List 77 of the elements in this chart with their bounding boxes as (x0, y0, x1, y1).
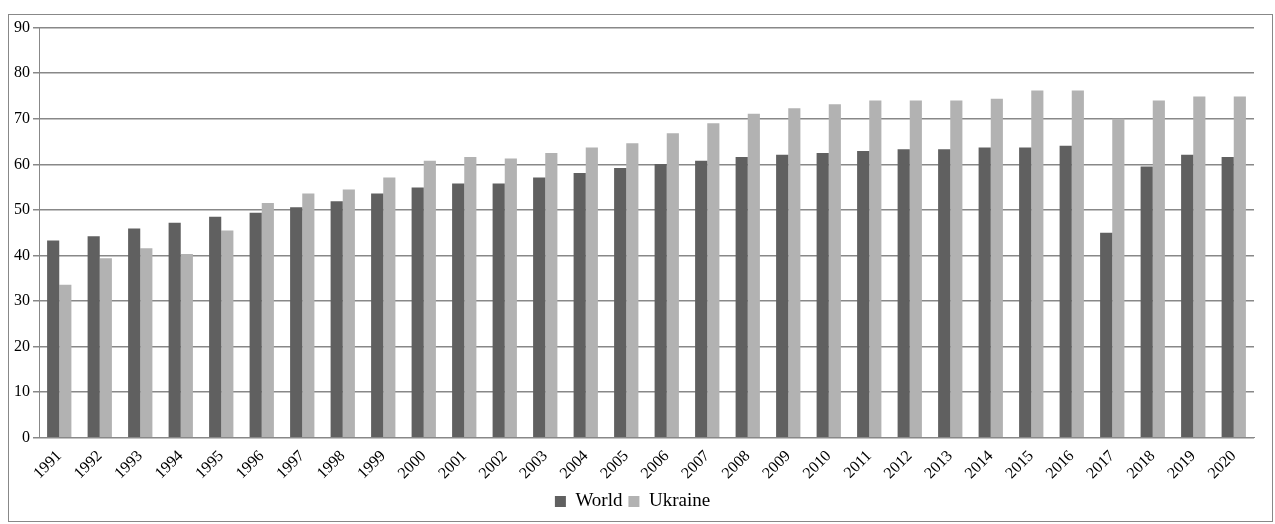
bar (816, 152, 829, 438)
bar (626, 143, 639, 438)
bar (828, 104, 841, 438)
y-tick-label: 30 (14, 291, 30, 309)
x-tick-label: 1992 (70, 446, 105, 482)
bar (869, 100, 882, 438)
y-tick-label: 10 (14, 382, 30, 400)
x-tick-label: 1991 (29, 446, 65, 482)
bar (87, 236, 100, 438)
bar (464, 157, 477, 438)
bar (909, 100, 922, 438)
bar (654, 163, 667, 438)
y-tick-label: 60 (14, 154, 30, 172)
bar (330, 201, 343, 438)
bar (545, 152, 558, 438)
bar (695, 160, 708, 438)
bar (1152, 100, 1165, 438)
y-tick-label: 90 (14, 17, 30, 35)
bar (128, 228, 141, 438)
y-tick-label: 80 (14, 63, 30, 81)
bar (1193, 96, 1206, 438)
bar (735, 157, 748, 438)
bar (1071, 90, 1084, 438)
bar (140, 248, 153, 438)
bar (857, 151, 870, 438)
bar (1233, 96, 1246, 438)
bar (221, 230, 234, 438)
bar (302, 193, 315, 438)
bar (423, 160, 436, 438)
bar (290, 207, 303, 438)
bar (897, 149, 910, 438)
y-tick-label: 20 (14, 336, 30, 354)
bar (1221, 157, 1234, 438)
bar (1019, 147, 1032, 438)
legend-label: Ukraine (648, 489, 711, 511)
bar (452, 183, 465, 438)
bar (666, 133, 679, 438)
y-tick-label: 0 (22, 428, 30, 445)
bar (492, 183, 505, 438)
x-tick-label: 2011 (840, 446, 875, 481)
bar (614, 167, 627, 438)
bar (990, 98, 1003, 438)
bar (342, 189, 355, 438)
bar (978, 147, 991, 438)
bar (1031, 90, 1044, 438)
bar (1100, 232, 1113, 438)
bar (383, 177, 396, 438)
y-tick-label: 40 (14, 245, 30, 263)
bar (747, 113, 760, 438)
bar (1140, 166, 1153, 438)
x-tick-label: 1993 (110, 446, 146, 482)
legend-label: World (575, 489, 623, 511)
bar (776, 154, 789, 438)
bar (261, 203, 274, 438)
y-tick-label: 70 (14, 108, 30, 126)
bar (209, 216, 222, 438)
bar (1181, 154, 1194, 438)
bar (47, 240, 60, 438)
bar (938, 149, 951, 438)
y-tick-label: 50 (14, 200, 30, 218)
bar (533, 177, 546, 438)
bar (1059, 145, 1072, 438)
bar (99, 258, 112, 438)
bar (168, 222, 181, 438)
bar (707, 123, 720, 438)
bar (585, 147, 598, 438)
bar (180, 254, 193, 438)
bar (950, 100, 963, 438)
bar (411, 187, 424, 438)
bar (59, 284, 72, 438)
bar (1112, 118, 1125, 438)
bar (371, 193, 384, 438)
bar (573, 172, 586, 438)
bar (504, 158, 517, 438)
x-tick-label: 1999 (353, 446, 389, 482)
bar (788, 108, 801, 438)
bar (249, 212, 262, 438)
